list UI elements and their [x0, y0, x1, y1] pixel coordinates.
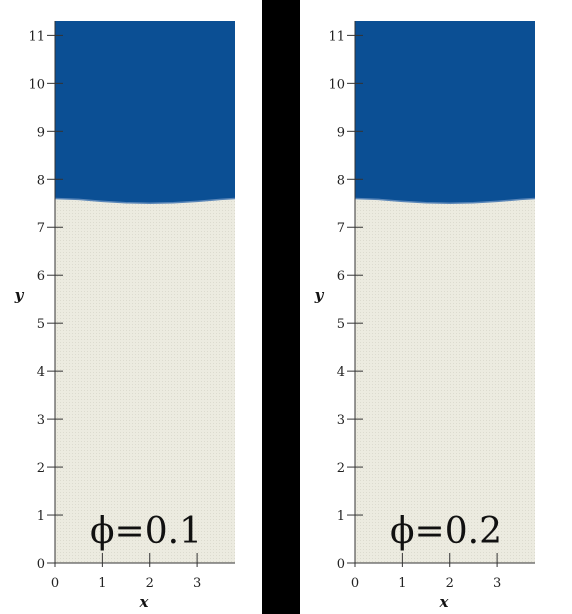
y-tick-label: 0: [37, 557, 45, 572]
panel-label: ϕ=0.1: [90, 511, 202, 552]
panel-phi-0-1: 0 1 2 3 4 5 6 7 8 9 10 11 0 1 2 3 x y ϕ=0.1: [14, 21, 236, 611]
y-tick-label: 8: [37, 173, 45, 188]
x-tick-label: 2: [446, 576, 454, 591]
y-axis-title: y: [14, 286, 25, 304]
y-tick-label: 7: [37, 221, 45, 236]
x-tick-label: 0: [51, 576, 59, 591]
fluid-interface-line: [354, 197, 536, 205]
y-tick-label: 8: [337, 173, 345, 188]
y-tick-label: 10: [328, 77, 345, 92]
y-tick-label: 6: [37, 269, 45, 284]
x-tick-label: 3: [493, 576, 501, 591]
y-tick-label: 3: [37, 413, 45, 428]
y-tick-label: 1: [337, 509, 345, 524]
y-tick-label: 4: [37, 365, 45, 380]
x-tick-label: 3: [193, 576, 201, 591]
y-tick-label: 4: [337, 365, 345, 380]
y-tick-label: 10: [28, 77, 45, 92]
y-tick-label: 9: [37, 125, 45, 140]
y-tick-label: 3: [337, 413, 345, 428]
y-tick-label: 7: [337, 221, 345, 236]
y-tick-label: 0: [337, 557, 345, 572]
y-tick-label: 5: [37, 317, 45, 332]
x-tick-label: 2: [146, 576, 154, 591]
panel-label: ϕ=0.2: [390, 511, 502, 552]
fluid-interface-line: [54, 197, 236, 205]
y-axis-title: y: [314, 286, 325, 304]
panel-phi-0-2: 0 1 2 3 4 5 6 7 8 9 10 11 0 1 2 3 x y ϕ=0.2: [314, 21, 536, 611]
upper-fluid-region: [55, 21, 235, 204]
panel-divider: [262, 0, 300, 614]
y-tick-label: 11: [328, 29, 345, 44]
x-tick-label: 1: [98, 576, 106, 591]
x-tick-label: 0: [351, 576, 359, 591]
y-tick-label: 1: [37, 509, 45, 524]
y-tick-label: 9: [337, 125, 345, 140]
y-tick-label: 6: [337, 269, 345, 284]
y-tick-label: 5: [337, 317, 345, 332]
y-tick-label: 11: [28, 29, 45, 44]
y-tick-label: 2: [337, 461, 345, 476]
x-tick-label: 1: [398, 576, 406, 591]
y-tick-label: 2: [37, 461, 45, 476]
x-axis-title: x: [139, 593, 150, 611]
upper-fluid-region: [355, 21, 535, 204]
x-axis-title: x: [439, 593, 450, 611]
